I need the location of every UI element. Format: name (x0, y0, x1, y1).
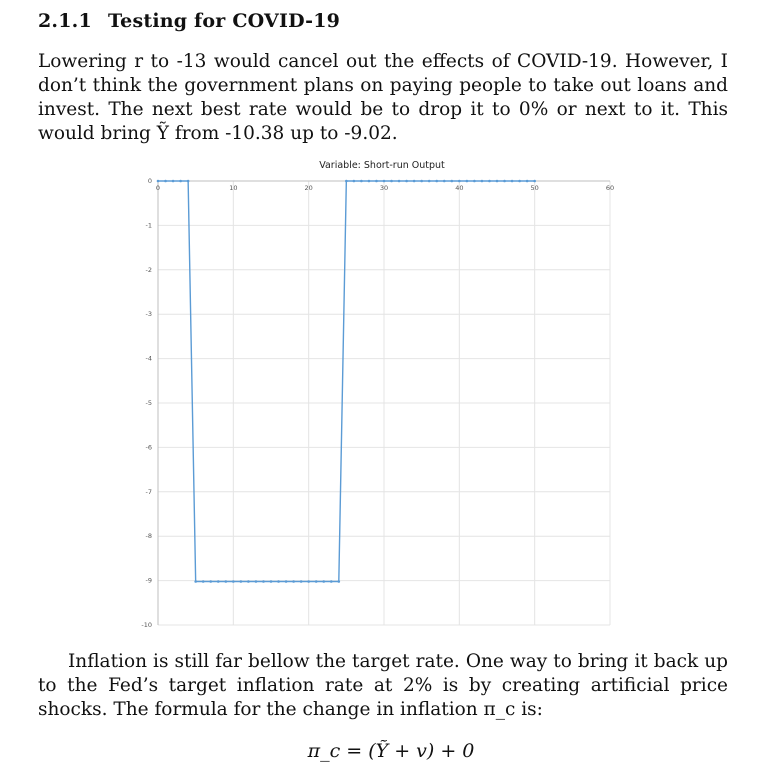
x-tick-label: 10 (229, 184, 237, 192)
data-point (367, 179, 371, 183)
data-point (307, 580, 310, 583)
data-point (533, 179, 536, 183)
data-point (420, 179, 423, 183)
x-tick-label: 40 (455, 184, 463, 192)
data-point (375, 179, 378, 183)
data-point (254, 580, 258, 583)
line-chart: Variable: Short-run Output 0 10 20 30 40 50 60… (140, 155, 630, 635)
data-point (209, 580, 213, 583)
data-point (510, 179, 514, 183)
chart-svg: Variable: Short-run Output 0 10 20 30 40 50 60… (141, 160, 614, 629)
y-tick-label: -1 (146, 221, 152, 229)
x-tick-label: 30 (380, 184, 388, 192)
data-point (299, 580, 303, 583)
x-tick-label: 0 (156, 184, 160, 192)
data-point (412, 179, 416, 183)
data-point (224, 580, 228, 583)
data-point (382, 179, 386, 183)
y-tick-label: -7 (146, 488, 152, 496)
y-tick-label: -10 (141, 621, 152, 629)
data-point (503, 179, 506, 183)
paragraph-2: Inflation is still far bellow the target… (38, 651, 728, 720)
data-point (201, 580, 205, 583)
x-tick-label: 50 (531, 184, 539, 192)
x-tick-label: 60 (606, 184, 614, 192)
data-point (465, 179, 469, 183)
data-point (360, 179, 363, 183)
data-point (314, 580, 318, 583)
data-point (277, 580, 280, 583)
data-point (171, 179, 175, 183)
x-tick-label: 20 (305, 184, 313, 192)
tick-labels: 0 10 20 30 40 50 60 0 -1 -2 -3 -4 -5 -6 -7 -8 -9 -10 (141, 177, 614, 629)
data-point (247, 580, 250, 583)
series-line (158, 180, 535, 583)
data-point (164, 179, 167, 183)
data-point (194, 580, 197, 583)
gridlines (157, 180, 611, 626)
data-point (352, 179, 356, 183)
y-tick-label: -2 (146, 266, 152, 274)
data-point (269, 580, 273, 583)
data-point (495, 179, 499, 183)
y-tick-label: 0 (148, 177, 152, 185)
data-point (442, 179, 446, 183)
data-point (239, 580, 243, 583)
y-tick-label: -6 (146, 443, 152, 451)
paragraph-1: Lowering r to -13 would cancel out the e… (38, 51, 728, 144)
data-point (345, 179, 348, 183)
data-point (262, 580, 265, 583)
chart-title: Variable: Short-run Output (319, 160, 445, 171)
data-point (525, 179, 529, 183)
data-point (458, 179, 461, 183)
y-tick-label: -9 (146, 577, 152, 585)
data-point (186, 179, 190, 183)
data-point (450, 179, 454, 183)
data-point (232, 580, 235, 583)
data-point (480, 179, 484, 183)
data-point (329, 580, 333, 583)
data-point (179, 179, 182, 183)
data-point (216, 580, 220, 583)
data-point (397, 179, 401, 183)
data-point (435, 179, 439, 183)
data-point (518, 179, 521, 183)
section-title: Testing for COVID-19 (108, 10, 341, 32)
data-point (322, 580, 326, 583)
data-point (390, 179, 393, 183)
y-tick-label: -8 (146, 532, 152, 540)
data-point (405, 179, 408, 183)
data-point (156, 179, 160, 183)
section-number: 2.1.1 (38, 10, 92, 32)
section-heading: 2.1.1 Testing for COVID-19 (38, 10, 340, 32)
y-tick-label: -3 (146, 310, 152, 318)
data-point (488, 179, 491, 183)
y-tick-label: -5 (146, 399, 152, 407)
data-point (473, 179, 476, 183)
data-series (156, 179, 536, 583)
equation: π_c = (Ỹ + v) + 0 (307, 740, 475, 762)
y-tick-label: -4 (146, 355, 152, 363)
data-point (284, 580, 288, 583)
data-point (337, 580, 341, 583)
data-point (292, 580, 295, 583)
data-point (427, 179, 431, 183)
